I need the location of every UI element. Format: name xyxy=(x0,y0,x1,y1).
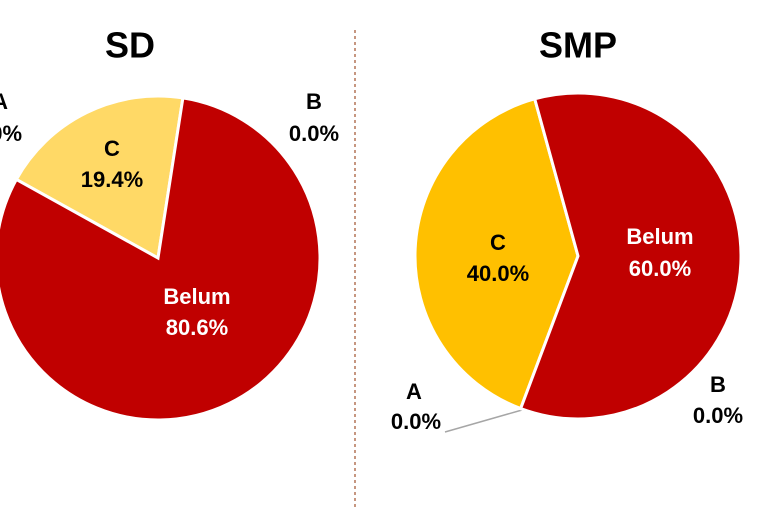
leader-line xyxy=(444,409,523,433)
slice-label: Belum xyxy=(626,224,693,249)
slice-value: 0.0% xyxy=(289,121,339,146)
slice-label: B xyxy=(710,372,726,397)
pie-slice xyxy=(413,97,580,411)
slice-label: Belum xyxy=(163,284,230,309)
slice-label: A xyxy=(0,89,8,114)
slice-label: C xyxy=(104,136,120,161)
pie-slice xyxy=(0,96,322,422)
slice-value: 0.0% xyxy=(693,403,743,428)
slice-label: C xyxy=(490,230,506,255)
slice-value: 19.4% xyxy=(81,167,143,192)
slice-value: 0.0% xyxy=(0,121,22,146)
pie-slice xyxy=(518,91,743,421)
chart-title: SD xyxy=(105,25,155,66)
slice-value: 0.0% xyxy=(391,409,441,434)
slice-value: 80.6% xyxy=(166,315,228,340)
slice-value: 40.0% xyxy=(467,261,529,286)
chart-title: SMP xyxy=(539,25,617,66)
slice-label: B xyxy=(306,89,322,114)
slice-value: 60.0% xyxy=(629,256,691,281)
pie-slice xyxy=(14,94,185,261)
slice-label: A xyxy=(406,379,422,404)
